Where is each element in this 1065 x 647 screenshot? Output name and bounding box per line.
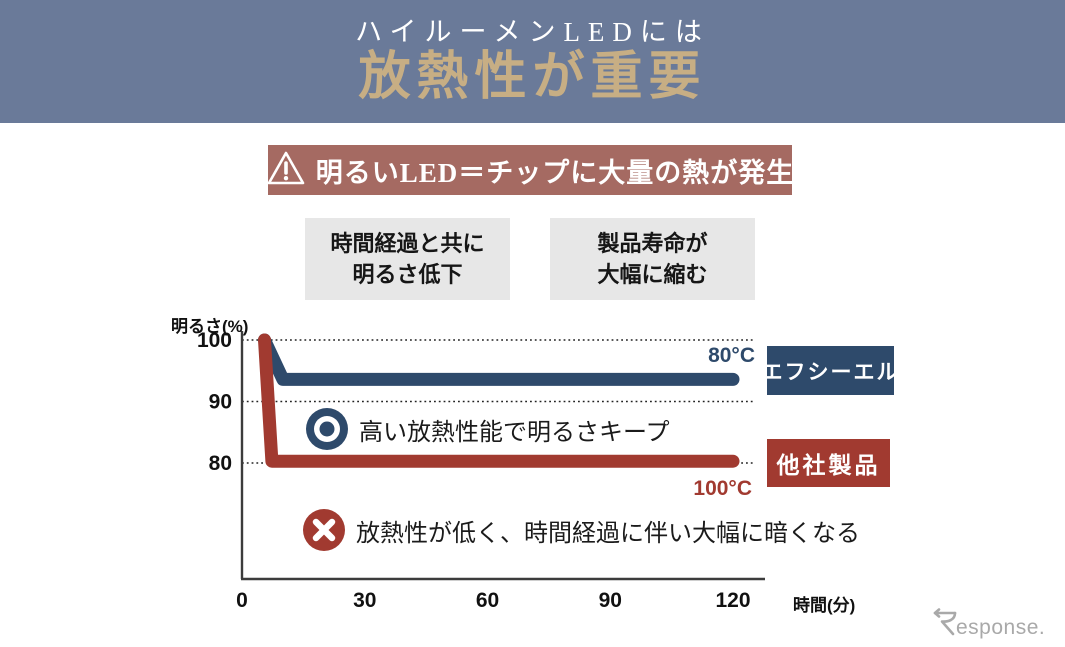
y-axis-title: 明るさ(%) (171, 317, 249, 336)
response-logo-text: esponse. (956, 616, 1045, 639)
y-tick-label-100: 100 (197, 329, 232, 352)
annotation-text: 放熱性が低く、時間経過に伴い大幅に暗くなる (356, 520, 860, 547)
effect-box-line: 明るさ低下 (352, 262, 463, 287)
legend-badge-other: 他社製品 (767, 439, 890, 487)
effect-box-line: 製品寿命が (597, 231, 708, 256)
chart-axes (240, 331, 765, 581)
warning-triangle-icon (266, 150, 306, 191)
target-icon (305, 407, 349, 451)
warning-banner: 明るいLED＝チップに大量の熱が発生 (266, 145, 795, 195)
effect-box-line: 時間経過と共に (330, 231, 485, 256)
response-logo: esponse. (929, 605, 1057, 641)
x-axis-title: 時間(分) (793, 596, 856, 615)
x-tick-label-30: 30 (353, 589, 376, 612)
annotation-text: 高い放熱性能で明るさキープ (359, 419, 670, 446)
legend-badge-fcl: エフシーエル (762, 346, 898, 395)
series-line-fcl (258, 333, 740, 386)
series-line-other (258, 333, 740, 468)
chart-series-lines (258, 333, 740, 468)
effect-box-line: 大幅に縮む (597, 262, 708, 287)
x-tick-label-0: 0 (236, 589, 248, 612)
annotation-keep-brightness: 高い放熱性能で明るさキープ (305, 407, 670, 451)
y-tick-label-80: 80 (209, 452, 232, 475)
x-tick-label-90: 90 (599, 589, 622, 612)
annotation-low-dissipation: 放熱性が低く、時間経過に伴い大幅に暗くなる (302, 508, 860, 552)
series-temp-label-other: 100°C (693, 477, 752, 500)
y-tick-label-90: 90 (209, 391, 232, 414)
header-subtitle: ハイルーメンLEDには (355, 17, 710, 47)
header-banner: ハイルーメンLEDには 放熱性が重要 (0, 0, 1065, 123)
effect-box-brightness-drop: 時間経過と共に 明るさ低下 (305, 218, 510, 300)
page-title: 放熱性が重要 (358, 49, 707, 106)
chart-tick-labels: 100 90 80 0 30 60 90 120 (197, 329, 751, 612)
x-tick-label-120: 120 (715, 589, 750, 612)
warning-text: 明るいLED＝チップに大量の熱が発生 (315, 157, 795, 188)
effect-box-lifespan: 製品寿命が 大幅に縮む (550, 218, 755, 300)
series-temp-label-fcl: 80°C (708, 344, 755, 367)
x-tick-label-60: 60 (476, 589, 499, 612)
cross-icon (302, 508, 346, 552)
